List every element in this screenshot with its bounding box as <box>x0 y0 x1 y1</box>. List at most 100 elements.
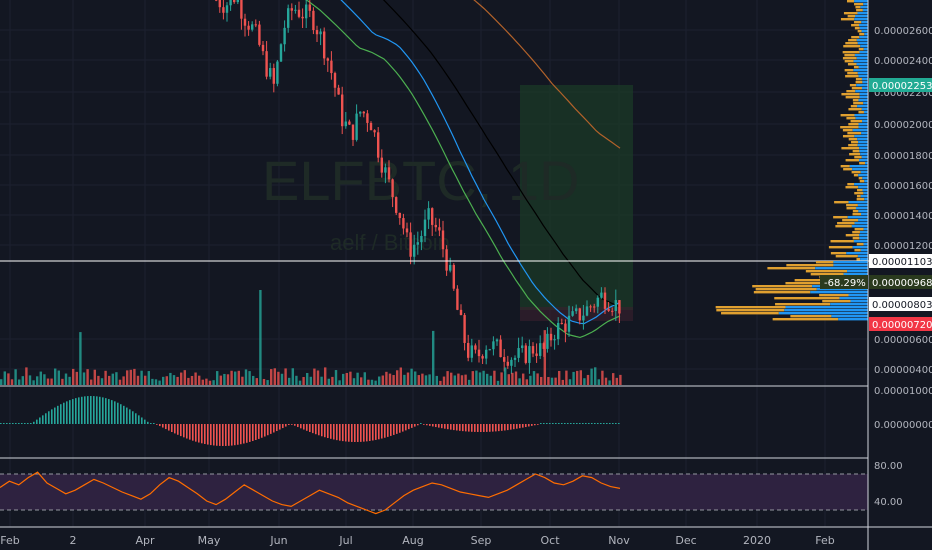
volume-bar <box>493 370 496 385</box>
volume-profile-bar <box>849 84 857 87</box>
oscillator-bar <box>333 424 335 440</box>
oscillator-bar <box>105 398 107 424</box>
oscillator-bar <box>543 423 545 424</box>
volume-profile-bar <box>752 285 813 288</box>
oscillator-bar <box>84 396 86 424</box>
oscillator-bar <box>393 424 395 435</box>
volume-profile-bar <box>851 171 861 174</box>
volume-bar <box>496 380 500 385</box>
time-tick-label: May <box>198 534 221 547</box>
candle-body <box>571 311 574 316</box>
volume-profile-bar <box>848 123 859 126</box>
ma-long-line <box>473 0 621 149</box>
time-tick-label: Dec <box>675 534 696 547</box>
oscillator-bar <box>372 424 374 441</box>
volume-bar <box>550 377 554 385</box>
oscillator-bar <box>552 423 554 424</box>
candle-body <box>449 264 452 271</box>
volume-profile-bar <box>863 48 868 51</box>
volume-profile-bar <box>755 288 817 291</box>
volume-profile-bar <box>864 162 868 165</box>
volume-profile-bar <box>858 75 868 78</box>
candle-body <box>359 111 362 114</box>
oscillator-bar <box>30 423 32 424</box>
volume-profile-bar <box>790 315 832 318</box>
rsi-tick-label: 40.00 <box>874 497 903 508</box>
volume-profile-bar <box>863 243 868 246</box>
oscillator-bar <box>243 424 245 444</box>
oscillator-bar <box>405 424 407 431</box>
oscillator-bar <box>426 424 428 426</box>
oscillator-bar <box>126 407 128 424</box>
oscillator-bar <box>447 424 449 430</box>
volume-bar <box>424 375 428 385</box>
oscillator-bar <box>303 424 305 430</box>
oscillator-bar <box>582 423 584 424</box>
volume-bar <box>370 379 374 385</box>
volume-bar <box>421 373 424 385</box>
oscillator-bar <box>312 424 314 434</box>
oscillator-bar <box>360 424 362 442</box>
volume-bar <box>241 376 244 385</box>
volume-profile-bar <box>840 18 855 21</box>
volume-profile-bar <box>852 246 868 249</box>
volume-profile-bar <box>843 273 868 276</box>
volume-bar <box>615 377 618 385</box>
candle-body <box>596 297 599 307</box>
oscillator-bar <box>585 423 587 424</box>
oscillator-bar <box>606 423 608 424</box>
oscillator-bar <box>528 424 530 427</box>
volume-profile-bar <box>860 153 868 156</box>
oscillator-bar <box>462 424 464 432</box>
volume-bar <box>388 373 392 385</box>
candle-body <box>276 61 279 84</box>
candle-body <box>513 357 517 360</box>
volume-bar <box>162 376 165 385</box>
time-tick-label: Oct <box>540 534 560 547</box>
volume-bar <box>284 368 287 385</box>
oscillator-bar <box>117 402 119 424</box>
volume-profile-bar <box>857 105 868 108</box>
volume-bar <box>46 378 50 385</box>
candlesticks[interactable] <box>215 0 621 375</box>
volume-profile-bar <box>858 141 868 144</box>
candle-body <box>261 44 265 52</box>
volume-bar <box>234 371 237 385</box>
time-axis[interactable]: Feb 2 Apr May Jun Jul Aug Sep Oct Nov Dec 2020 Feb <box>0 534 834 547</box>
price-tick-label: 0.00000400 <box>874 365 932 376</box>
volume-bar <box>518 378 521 385</box>
price-label-badge <box>869 78 932 92</box>
candle-body <box>499 339 502 358</box>
oscillator-bar <box>375 424 377 440</box>
price-axis[interactable]: 0.00002600 0.00002400 0.00002200 0.00002000… <box>874 26 932 508</box>
oscillator-bar <box>75 398 77 424</box>
volume-profile-bar <box>859 180 865 183</box>
volume-bar <box>43 374 46 385</box>
volume-profile-bar <box>854 228 864 231</box>
oscillator-bar <box>189 424 191 440</box>
candle-body <box>258 24 261 45</box>
oscillator-bar <box>252 424 254 442</box>
volume-profile-bar <box>840 114 855 117</box>
volume-profile-bar <box>854 21 862 24</box>
volume-profile-bar <box>842 57 857 60</box>
volume-bar <box>230 370 233 385</box>
moving-average-lines[interactable] <box>280 0 621 339</box>
oscillator-bar <box>96 396 98 424</box>
volume-bar <box>367 379 370 385</box>
volume-bar <box>100 378 104 385</box>
volume-bar <box>61 378 64 385</box>
volume-bar <box>457 373 460 385</box>
volume-profile-bar <box>852 210 859 213</box>
oscillator-bar <box>339 424 341 441</box>
volume-bar <box>3 371 6 385</box>
oscillator-bar <box>228 424 230 446</box>
volume-profile-bar <box>847 132 862 135</box>
oscillator-bar <box>198 424 200 443</box>
oscillator-bar <box>234 424 236 446</box>
oscillator-bar <box>456 424 458 431</box>
volume-bar <box>187 377 190 385</box>
candle-body <box>283 27 286 45</box>
volume-profile-bar <box>855 81 863 84</box>
